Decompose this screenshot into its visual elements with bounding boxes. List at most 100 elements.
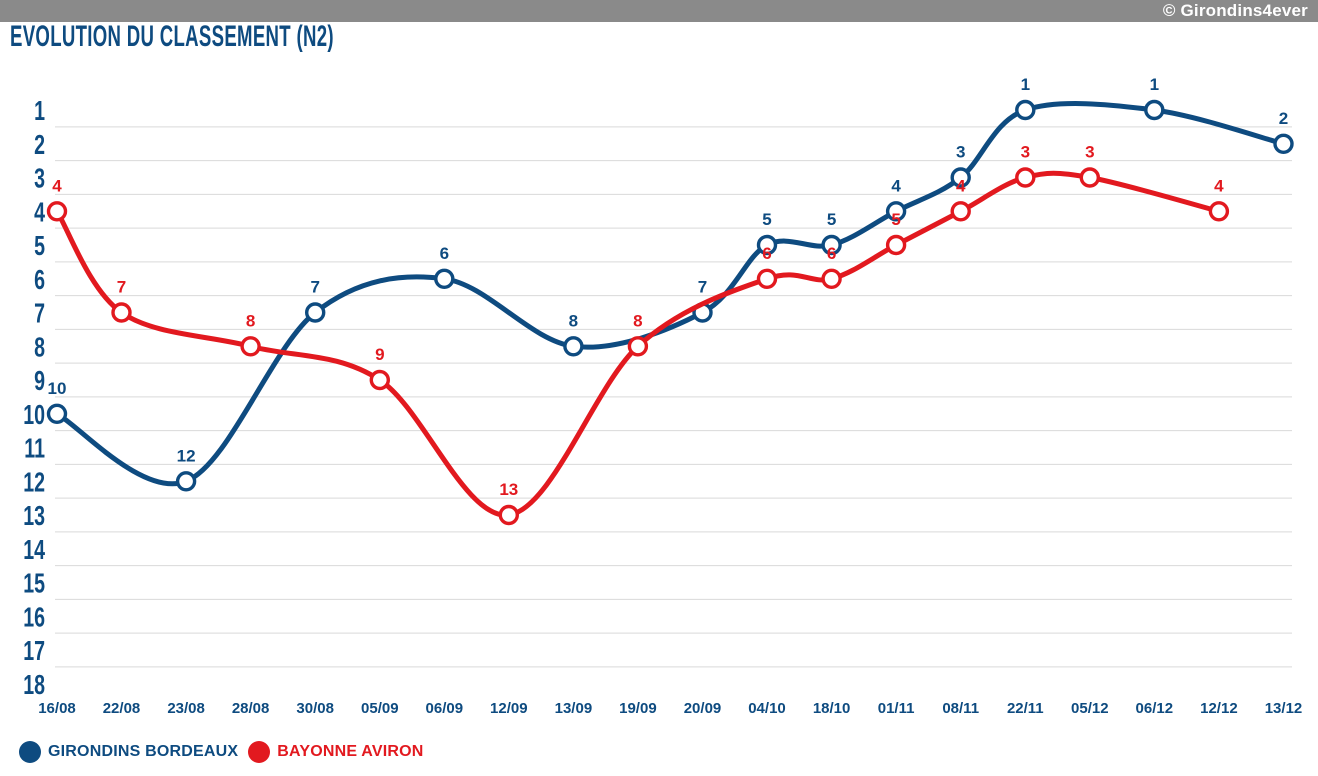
y-tick-label: 7 xyxy=(34,298,45,329)
page-title: EVOLUTION DU CLASSEMENT (N2) xyxy=(10,20,334,53)
y-tick-label: 5 xyxy=(34,231,45,262)
data-label: 5 xyxy=(762,210,771,229)
legend-label-bayonne: BAYONNE AVIRON xyxy=(277,743,424,760)
x-tick-label: 01/11 xyxy=(878,700,915,717)
x-tick-label: 08/11 xyxy=(942,700,979,717)
x-tick-label: 05/09 xyxy=(361,700,399,717)
y-tick-label: 2 xyxy=(34,129,45,160)
y-tick-label: 1 xyxy=(34,96,45,127)
y-tick-label: 3 xyxy=(34,163,45,194)
x-tick-label: 22/11 xyxy=(1007,700,1044,717)
data-label: 9 xyxy=(375,345,384,364)
y-tick-label: 10 xyxy=(23,399,45,430)
data-point-marker xyxy=(1015,99,1036,121)
data-point-marker xyxy=(950,201,971,222)
data-label: 3 xyxy=(1085,143,1094,162)
series-girondins-bordeaux xyxy=(46,99,1294,492)
y-tick-label: 12 xyxy=(23,467,45,498)
gridlines xyxy=(55,126,1292,668)
data-label: 2 xyxy=(1279,109,1288,128)
x-tick-label: 13/09 xyxy=(555,700,593,717)
x-tick-label: 22/08 xyxy=(103,700,141,717)
legend-label-girondins: GIRONDINS BORDEAUX xyxy=(48,743,239,760)
data-label: 4 xyxy=(891,176,901,195)
data-label: 10 xyxy=(48,379,67,398)
data-label: 6 xyxy=(440,244,449,263)
data-label: 4 xyxy=(52,176,62,195)
x-tick-label: 13/12 xyxy=(1265,700,1303,717)
y-tick-label: 17 xyxy=(23,636,45,667)
x-tick-label: 19/09 xyxy=(619,700,657,717)
x-tick-label: 04/10 xyxy=(748,700,786,717)
legend-swatch-girondins xyxy=(19,741,41,763)
x-tick-label: 30/08 xyxy=(296,700,334,717)
x-tick-label: 23/08 xyxy=(167,700,205,717)
data-label: 8 xyxy=(633,311,642,330)
y-tick-label: 18 xyxy=(23,669,45,700)
data-point-marker xyxy=(1208,201,1230,222)
data-point-marker xyxy=(240,336,261,357)
data-label: 7 xyxy=(698,278,707,297)
y-tick-label: 13 xyxy=(23,501,45,532)
x-tick-label: 16/08 xyxy=(38,700,76,717)
x-tick-label: 06/09 xyxy=(426,700,464,717)
series-bayonne-aviron xyxy=(46,167,1230,526)
data-point-marker xyxy=(756,268,778,289)
y-tick-label: 9 xyxy=(34,366,45,397)
data-point-marker xyxy=(563,336,584,357)
data-label: 4 xyxy=(956,176,966,195)
x-tick-label: 20/09 xyxy=(684,700,722,717)
x-tick-label: 06/12 xyxy=(1136,700,1174,717)
data-label: 4 xyxy=(1214,176,1224,195)
data-point-marker xyxy=(369,369,390,391)
y-tick-label: 16 xyxy=(23,602,45,633)
data-point-marker xyxy=(1015,167,1036,188)
data-label: 6 xyxy=(827,244,836,263)
data-label: 12 xyxy=(177,446,196,465)
data-point-marker xyxy=(305,302,326,323)
data-point-marker xyxy=(1079,167,1101,188)
data-label: 6 xyxy=(762,244,771,263)
x-tick-label: 05/12 xyxy=(1071,700,1109,717)
data-point-marker xyxy=(821,234,842,256)
data-labels-bayonne-aviron: 4 7 8 9 13 8 6 6 5 4 3 3 4 xyxy=(52,143,1224,500)
data-label: 8 xyxy=(246,311,255,330)
data-label: 7 xyxy=(117,278,126,297)
data-label: 1 xyxy=(1150,75,1159,94)
data-point-marker xyxy=(498,504,519,526)
x-tick-label: 12/12 xyxy=(1200,700,1238,717)
data-point-marker xyxy=(821,268,842,289)
data-label: 3 xyxy=(956,143,965,162)
data-point-marker xyxy=(46,201,68,222)
legend: GIRONDINS BORDEAUX BAYONNE AVIRON xyxy=(19,740,434,764)
x-axis-labels: 16/08 22/08 23/08 28/08 30/08 05/09 06/09 12/09… xyxy=(38,700,1302,717)
data-point-marker xyxy=(1144,99,1165,121)
data-label: 5 xyxy=(891,210,900,229)
data-point-marker xyxy=(46,403,68,424)
data-point-marker xyxy=(885,201,907,222)
data-point-marker xyxy=(885,234,907,256)
y-tick-label: 4 xyxy=(34,197,45,228)
x-tick-label: 18/10 xyxy=(813,700,851,717)
data-point-marker xyxy=(950,167,971,188)
y-tick-label: 6 xyxy=(34,264,45,295)
data-point-marker xyxy=(111,302,132,323)
data-label: 8 xyxy=(569,311,578,330)
y-tick-label: 14 xyxy=(23,534,45,565)
watermark-bar: © Girondins4ever xyxy=(0,0,1318,22)
data-label: 13 xyxy=(499,480,518,499)
x-tick-label: 28/08 xyxy=(232,700,270,717)
y-tick-label: 8 xyxy=(34,332,45,363)
x-tick-label: 12/09 xyxy=(490,700,528,717)
data-point-marker xyxy=(175,471,197,492)
data-point-marker xyxy=(1273,133,1294,155)
data-label: 7 xyxy=(310,278,319,297)
y-tick-label: 15 xyxy=(23,568,45,599)
watermark-text: © Girondins4ever xyxy=(1162,1,1308,20)
y-tick-label: 11 xyxy=(24,433,45,464)
data-label: 3 xyxy=(1021,143,1030,162)
